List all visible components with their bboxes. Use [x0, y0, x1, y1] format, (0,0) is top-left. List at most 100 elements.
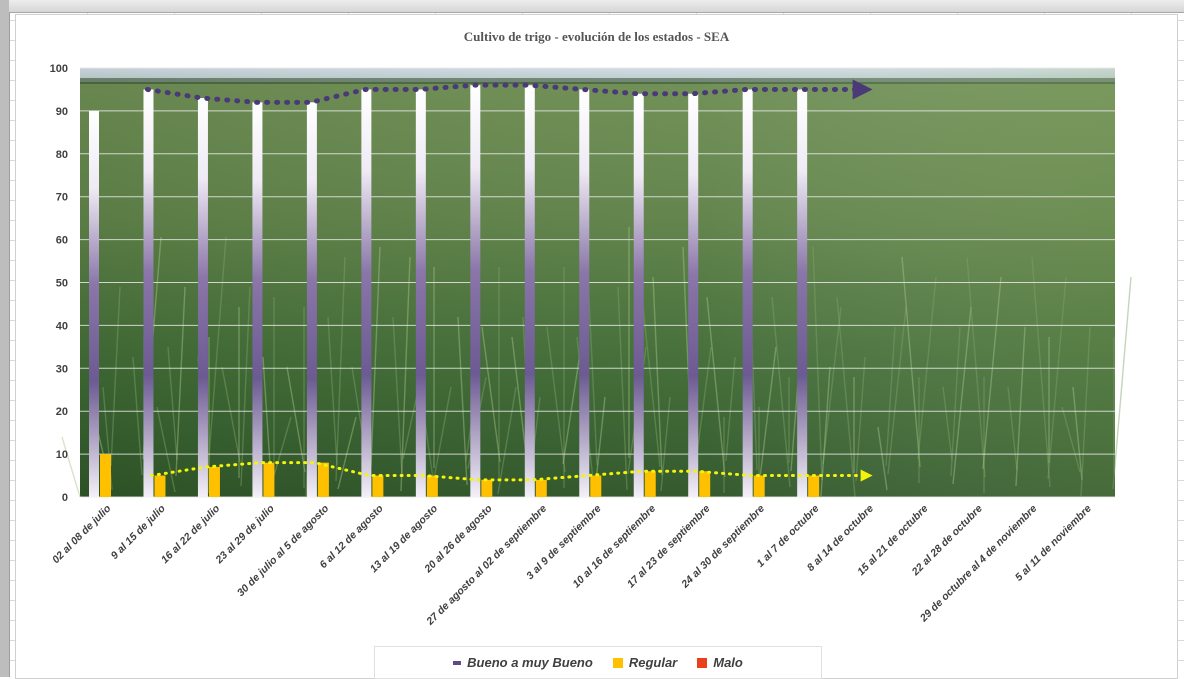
field-stalk [1061, 406, 1081, 473]
legend-item-bueno[interactable]: Bueno a muy Bueno [453, 655, 593, 670]
field-stalk [855, 356, 866, 482]
field-stalk [337, 416, 357, 490]
chart-title: Cultivo de trigo - evolución de los esta… [463, 29, 730, 44]
field-stalk [327, 316, 338, 466]
field-stalk [61, 436, 81, 498]
field-stalk [335, 256, 346, 482]
field-stalk [240, 286, 251, 487]
field-stalk [706, 296, 726, 478]
field-stalk [660, 396, 671, 492]
field-stalk [132, 356, 143, 476]
y-tick-label: 10 [56, 449, 68, 461]
x-tick-label: 9 al 15 de julio [109, 502, 169, 562]
bar-bueno [742, 89, 753, 497]
bar-regular [644, 471, 656, 497]
bars [89, 85, 820, 498]
trendline-regular [149, 461, 873, 482]
legend-label-regular: Regular [628, 655, 678, 670]
y-tick-label: 20 [56, 406, 68, 418]
field-stalk [950, 326, 961, 477]
legend-swatch-bueno [453, 660, 462, 665]
bar-bueno [579, 89, 590, 497]
bar-bueno [415, 89, 426, 497]
bar-regular [426, 475, 438, 497]
bar-regular [263, 462, 275, 497]
field-stalk [652, 276, 663, 476]
field-stalk [207, 236, 227, 470]
bar-bueno [797, 89, 808, 497]
field-stalk [370, 246, 381, 467]
field-stalk [546, 326, 566, 473]
field-stalk [877, 426, 888, 491]
field-stalk [110, 286, 121, 467]
bar-regular [481, 479, 493, 497]
field-stalk [1007, 386, 1018, 471]
field-stalk [1112, 276, 1132, 490]
bar-regular [808, 475, 820, 497]
field-stalk [1047, 276, 1067, 480]
bar-regular [753, 475, 765, 497]
field-stalk [966, 256, 986, 478]
trendlines [144, 79, 873, 482]
bar-bueno [143, 89, 154, 497]
bar-regular [154, 475, 166, 497]
field-stalk [272, 416, 292, 480]
x-tick-label: 02 al 08 de julio [50, 502, 114, 566]
y-tick-label: 90 [56, 106, 68, 118]
bar-regular [100, 454, 111, 497]
y-tick-label: 80 [56, 149, 68, 161]
field-stalk [836, 296, 856, 498]
bar-regular [590, 475, 602, 497]
field-stalk [481, 326, 501, 463]
field-stalk [457, 316, 468, 486]
bar-bueno [252, 102, 263, 497]
field-stalk [392, 316, 403, 476]
bar-bueno [524, 85, 535, 497]
field-stalk [156, 406, 176, 493]
bar-regular [317, 462, 329, 497]
field-stalk [562, 346, 582, 465]
x-tick-label: 30 de julio al 5 de agosto [235, 502, 332, 599]
bar-regular [699, 471, 711, 497]
field-stalk [1015, 326, 1026, 487]
field-stalk [757, 346, 777, 495]
trendline-bueno [144, 79, 873, 105]
y-tick-label: 70 [56, 192, 68, 204]
y-tick-label: 30 [56, 363, 68, 375]
field-stalk [1072, 386, 1083, 481]
bar-bueno [688, 93, 699, 498]
field-stalk [822, 306, 842, 465]
field-stalk [771, 296, 791, 488]
legend-label-malo: Malo [713, 655, 743, 670]
field-stalk [400, 256, 411, 492]
legend-item-regular[interactable]: Regular [612, 655, 678, 670]
legend[interactable]: Bueno a muy Bueno Regular Malo [374, 646, 822, 679]
bar-bueno [361, 89, 372, 497]
field-stalk [887, 306, 907, 475]
field-stalk [885, 326, 896, 467]
y-tick-label: 0 [62, 492, 68, 504]
field-stalk [982, 276, 1002, 470]
bar-regular [372, 475, 384, 497]
field-stalk [617, 286, 628, 491]
legend-swatch-malo [697, 657, 708, 668]
field-stalk [497, 386, 517, 495]
field-stalk [587, 276, 598, 466]
field-stalk [175, 286, 186, 477]
field-stalk [1031, 256, 1051, 488]
bar-bueno [633, 93, 644, 498]
legend-item-malo[interactable]: Malo [697, 655, 743, 670]
y-tick-label: 40 [56, 320, 68, 332]
y-tick-label: 100 [50, 63, 68, 75]
bar-bueno [89, 110, 99, 498]
y-tick-label: 60 [56, 235, 68, 247]
field-stalk [725, 356, 736, 462]
bar-bueno [197, 98, 208, 497]
bar-bueno [470, 85, 481, 497]
field-stalk [167, 346, 178, 461]
field-stalk [221, 366, 241, 463]
bar-regular [208, 466, 220, 497]
legend-label-bueno: Bueno a muy Bueno [467, 655, 593, 670]
y-tick-label: 50 [56, 278, 68, 290]
